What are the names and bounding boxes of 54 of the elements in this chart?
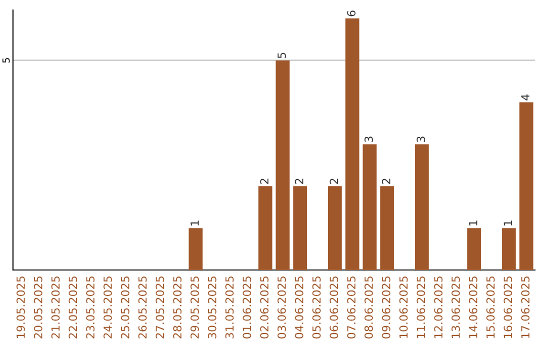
bar <box>519 102 534 270</box>
x-tick-label: 27.05.2025 <box>156 276 164 338</box>
data-label: 3 <box>364 136 373 142</box>
bar <box>345 18 360 270</box>
x-tick-label: 26.05.2025 <box>138 276 147 338</box>
data-label: 5 <box>278 52 286 58</box>
x-tick-label: 31.05.2025 <box>225 276 234 338</box>
bar <box>258 186 272 270</box>
data-label: 2 <box>294 178 304 184</box>
x-tick-label: 05.06.2025 <box>312 276 321 338</box>
x-tick-label: 28.05.2025 <box>173 276 182 338</box>
x-tick-label: 13.06.2025 <box>452 276 460 338</box>
x-tick-label: 10.06.2025 <box>399 276 408 338</box>
x-tick-label: 11.06.2025 <box>416 276 426 338</box>
x-tick-label: 08.06.2025 <box>364 276 373 338</box>
x-tick-label: 25.05.2025 <box>120 276 130 338</box>
x-tick-label: 15.06.2025 <box>486 276 495 338</box>
x-tick-label: 01.06.2025 <box>242 276 252 338</box>
data-label: 2 <box>330 178 338 184</box>
x-tick-label: 22.05.2025 <box>68 276 78 338</box>
data-label: 4 <box>521 94 530 100</box>
x-tick-label: 02.06.2025 <box>260 276 269 338</box>
x-tick-label: 12.06.2025 <box>434 276 443 338</box>
data-label: 2 <box>260 178 268 184</box>
data-label: 1 <box>469 220 478 226</box>
x-tick-label: 24.05.2025 <box>104 276 112 338</box>
data-label: 1 <box>190 220 199 226</box>
data-label: 3 <box>416 136 426 142</box>
bar <box>276 60 290 270</box>
x-tick-label: 17.06.2025 <box>521 276 530 338</box>
x-tick-label: 16.06.2025 <box>504 276 512 338</box>
x-tick-label: 09.06.2025 <box>382 276 390 338</box>
x-tick-label: 29.05.2025 <box>190 276 199 338</box>
x-tick-label: 30.05.2025 <box>208 276 216 338</box>
x-tick-label: 03.06.2025 <box>278 276 286 338</box>
data-label: 6 <box>347 10 356 16</box>
x-tick-label: 20.05.2025 <box>34 276 42 338</box>
data-label: 1 <box>504 220 512 226</box>
bar <box>188 228 203 270</box>
bar <box>380 186 394 270</box>
bar <box>362 144 377 270</box>
x-tick-label: 06.06.2025 <box>330 276 338 338</box>
x-tick-label: 14.06.2025 <box>468 276 478 338</box>
bar <box>293 186 308 270</box>
bar <box>414 144 429 270</box>
x-tick-label: 04.06.2025 <box>294 276 304 338</box>
x-tick-label: 21.05.2025 <box>51 276 60 338</box>
x-tick-label: 19.05.2025 <box>16 276 25 338</box>
x-tick-label: 23.05.2025 <box>86 276 95 338</box>
bar <box>328 186 342 270</box>
data-label: 2 <box>382 178 390 184</box>
bar <box>502 228 516 270</box>
bar <box>467 228 482 270</box>
x-tick-label: 07.06.2025 <box>347 276 356 338</box>
